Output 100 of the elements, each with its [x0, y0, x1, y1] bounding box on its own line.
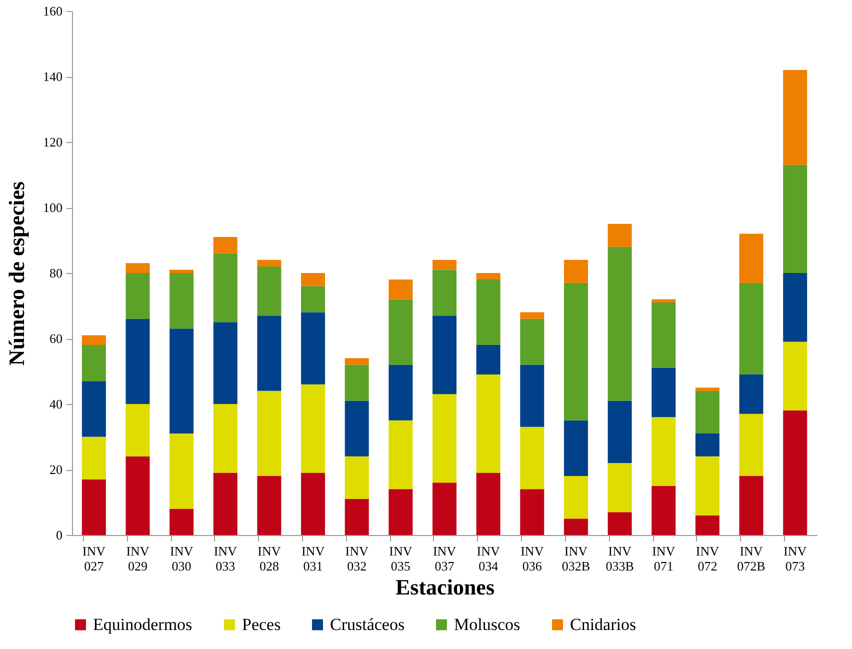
y-tick-label: 40: [50, 396, 62, 412]
bar: [213, 472, 238, 535]
bar: [783, 342, 808, 411]
bar: [82, 335, 106, 346]
bar: [301, 273, 326, 286]
bar: [608, 224, 632, 247]
bar: [564, 518, 588, 535]
y-tick-label: 160: [43, 4, 62, 18]
y-tick-label: 140: [43, 69, 62, 84]
bar: [739, 234, 764, 283]
x-tick-label: INV 072: [696, 544, 720, 574]
bar: [476, 472, 500, 535]
bar: [388, 489, 413, 535]
bar: [783, 273, 808, 342]
legend-label: Crustáceos: [330, 614, 405, 634]
bar: [257, 390, 282, 476]
x-tick-label: INV 034: [476, 544, 500, 574]
x-tick-label: INV 027: [82, 544, 106, 574]
bar: [432, 482, 456, 535]
bar: [170, 270, 194, 273]
bar: [126, 404, 150, 456]
bar: [213, 322, 238, 404]
x-axis-title: Estaciones: [396, 574, 495, 600]
y-tick-label: 60: [50, 331, 62, 346]
bar: [739, 282, 764, 375]
bar: [476, 280, 500, 346]
bar: [564, 282, 588, 420]
bar: [388, 364, 413, 420]
bar: [520, 318, 544, 365]
bar: [608, 246, 632, 401]
bar: [564, 420, 588, 476]
bar: [344, 498, 369, 535]
bar: [564, 260, 588, 283]
x-tick-label: INV 037: [432, 544, 457, 574]
bar: [301, 472, 326, 535]
bar: [344, 364, 369, 401]
bar: [432, 316, 456, 394]
y-tick-label: 20: [50, 462, 62, 477]
bar: [301, 286, 326, 312]
x-tick-label: INV 072B: [737, 544, 766, 574]
legend-label: Moluscos: [454, 614, 520, 634]
bar: [126, 273, 150, 319]
bar: [82, 345, 106, 382]
bar: [257, 266, 282, 316]
bar: [82, 479, 106, 535]
bar: [783, 410, 808, 535]
bar: [476, 345, 500, 375]
legend-label: Cnidarios: [570, 614, 636, 634]
bar: [520, 312, 544, 319]
bar: [344, 400, 369, 456]
bar: [476, 273, 500, 280]
y-tick-label: 100: [43, 200, 62, 215]
bar: [739, 414, 764, 476]
bar: [520, 426, 544, 490]
bar: [257, 476, 282, 535]
bar: [695, 388, 720, 391]
x-tick-label: INV 030: [170, 544, 194, 574]
bar: [126, 263, 150, 273]
bar: [388, 280, 413, 300]
bar: [652, 486, 676, 535]
legend-label: Equinodermos: [93, 614, 192, 634]
bar: [82, 436, 106, 480]
bar: [608, 462, 632, 512]
x-tick-label: INV 035: [389, 544, 413, 574]
y-tick-label: 120: [43, 134, 62, 150]
bar: [608, 512, 632, 535]
bar: [170, 328, 194, 434]
x-tick-label: INV 033: [214, 544, 238, 574]
bar: [257, 316, 282, 391]
bar: [432, 394, 456, 483]
bar: [520, 364, 544, 427]
bar: [695, 390, 720, 434]
legend-label: Peces: [242, 614, 281, 634]
bar: [695, 515, 720, 535]
bar: [695, 433, 720, 456]
x-tick-label: INV 073: [784, 544, 808, 574]
bar: [170, 508, 194, 535]
y-tick-label: 0: [56, 528, 62, 542]
bar: [301, 312, 326, 384]
bar: [783, 70, 808, 165]
y-tick-label: 80: [50, 266, 62, 280]
bar: [213, 253, 238, 322]
bar: [432, 260, 456, 270]
x-tick-label: INV 032: [345, 544, 370, 574]
bar: [652, 417, 676, 486]
bar: [82, 381, 106, 437]
bar: [388, 299, 413, 365]
bar: [652, 302, 676, 368]
bar: [432, 270, 456, 316]
y-axis-title: Número de especies: [4, 181, 29, 366]
bar: [783, 164, 808, 273]
x-tick-label: INV 036: [520, 544, 544, 574]
x-tick-label: INV 071: [652, 544, 676, 574]
x-tick-label: INV 028: [258, 544, 282, 574]
bar: [564, 476, 588, 519]
bar: [652, 368, 676, 418]
bar: [739, 476, 764, 535]
bar: [170, 273, 194, 329]
bar: [257, 260, 282, 266]
x-tick-label: INV 029: [126, 544, 150, 574]
